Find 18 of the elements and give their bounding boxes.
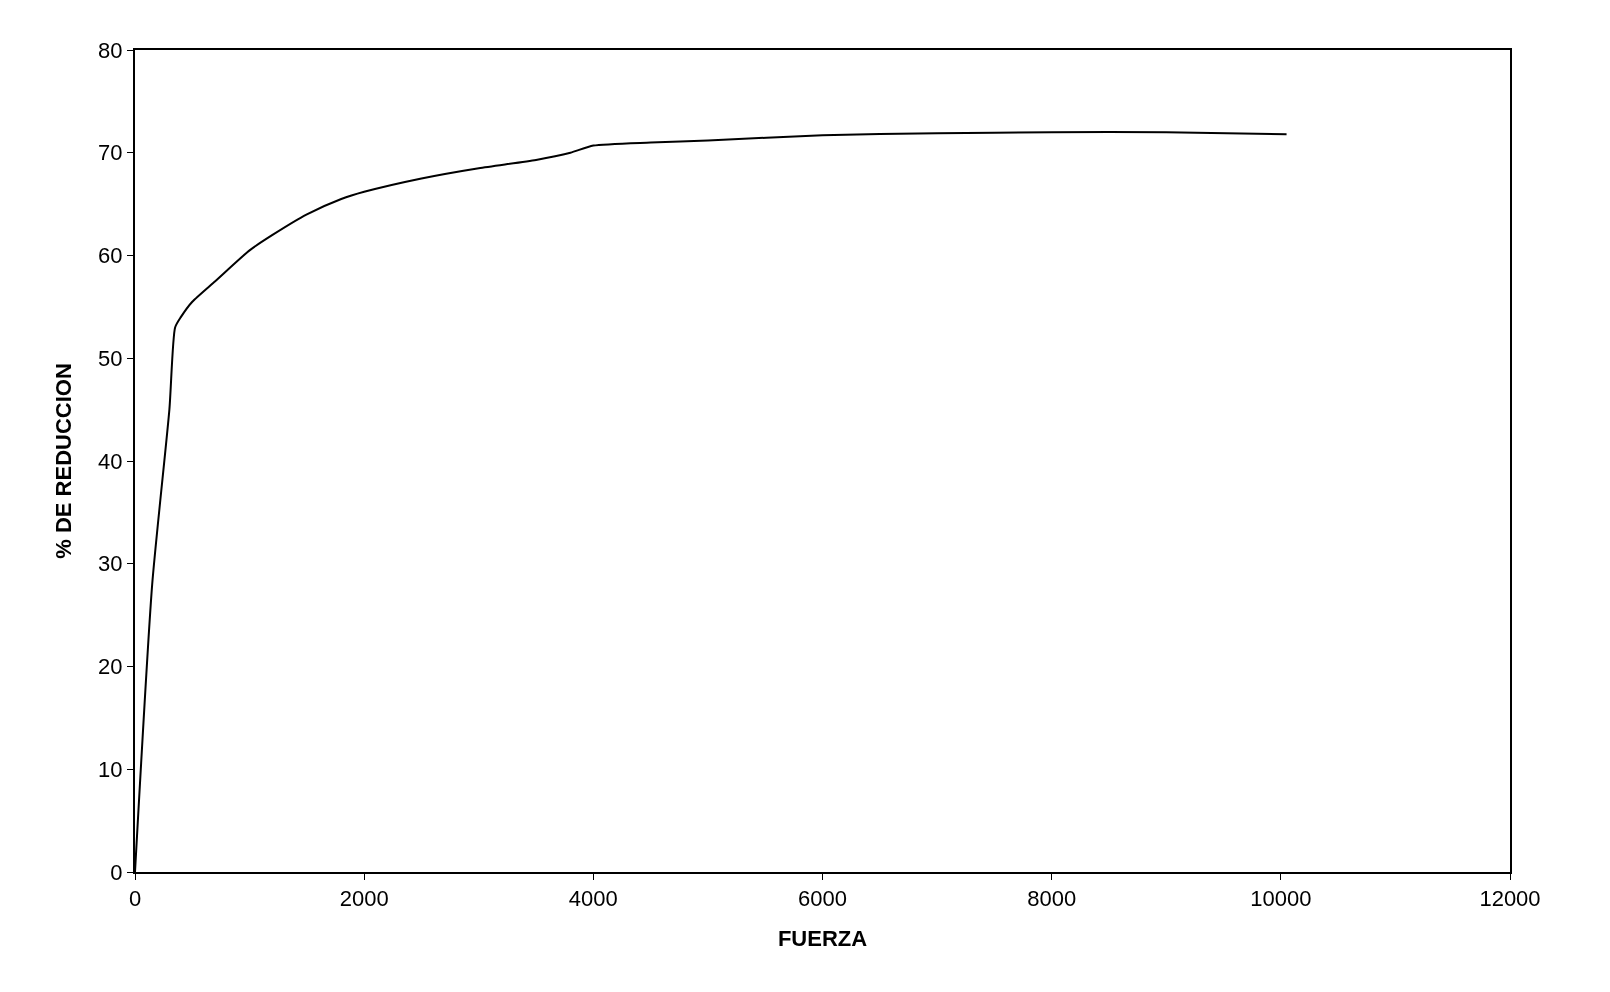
y-tick-label: 0 xyxy=(110,859,123,885)
x-tick-label: 4000 xyxy=(568,886,618,912)
y-tick-label: 80 xyxy=(98,37,123,63)
y-tick-label: 60 xyxy=(98,243,123,269)
y-tick-label: 40 xyxy=(98,448,123,474)
y-axis-title: % DE REDUCCION xyxy=(51,363,77,559)
x-tick-label: 2000 xyxy=(339,886,389,912)
y-tick-label: 30 xyxy=(98,551,123,577)
y-tick-label: 50 xyxy=(98,345,123,371)
x-tick-label: 12000 xyxy=(1479,886,1541,912)
x-tick-label: 8000 xyxy=(1027,886,1077,912)
y-tick-label: 70 xyxy=(98,140,123,166)
x-tick-label: 6000 xyxy=(798,886,847,912)
x-axis-title: FUERZA xyxy=(777,925,868,951)
y-tick-label: 20 xyxy=(98,654,123,680)
x-tick-label: 0 xyxy=(128,886,142,912)
y-tick-label: 10 xyxy=(98,756,123,782)
x-tick-label: 10000 xyxy=(1250,886,1312,912)
